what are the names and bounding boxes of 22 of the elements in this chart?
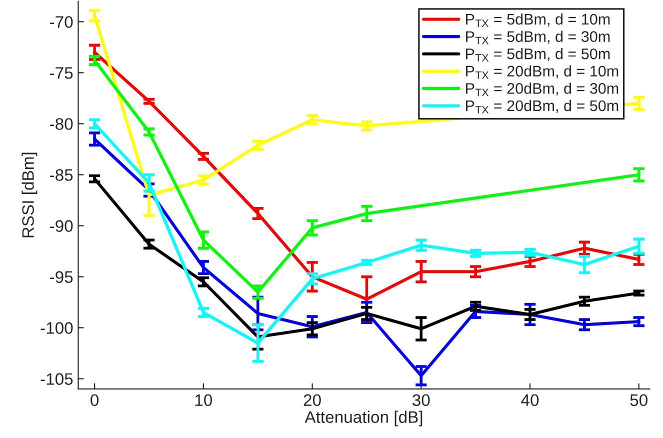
x-tick-label: 30 bbox=[412, 394, 430, 406]
y-tick-label: -90 bbox=[50, 220, 73, 232]
y-tick-label: -95 bbox=[50, 271, 73, 283]
legend-label: P$_{TX}$ = 5dBm, d = 10m bbox=[466, 13, 610, 27]
x-tick-label: 20 bbox=[304, 394, 321, 406]
legend-label: P$_{TX}$ = 5dBm, d = 30m bbox=[466, 30, 610, 44]
y-tick-label: -105 bbox=[40, 373, 73, 385]
x-tick-label: 50 bbox=[630, 394, 648, 406]
y-tick-label: -70 bbox=[50, 16, 73, 28]
legend-label: P$_{TX}$ = 20dBm, d = 30m bbox=[466, 82, 618, 96]
y-tick-label: -80 bbox=[50, 118, 73, 130]
x-tick-label: 10 bbox=[195, 394, 212, 406]
y-tick-label: -100 bbox=[40, 322, 73, 334]
y-tick-label: -75 bbox=[50, 67, 73, 79]
y-tick-label: -85 bbox=[50, 169, 73, 181]
legend-label: P$_{TX}$ = 5dBm, d = 50m bbox=[466, 48, 610, 62]
legend-label: P$_{TX}$ = 20dBm, d = 10m bbox=[466, 65, 618, 79]
y-axis-title: RSSI [dBm] bbox=[22, 152, 38, 238]
x-tick-label: 0 bbox=[90, 394, 99, 406]
legend-label: P$_{TX}$ = 20dBm, d = 50m bbox=[466, 100, 618, 114]
x-tick-label: 40 bbox=[521, 394, 539, 406]
x-axis-title: Attenuation [dB] bbox=[304, 410, 422, 426]
